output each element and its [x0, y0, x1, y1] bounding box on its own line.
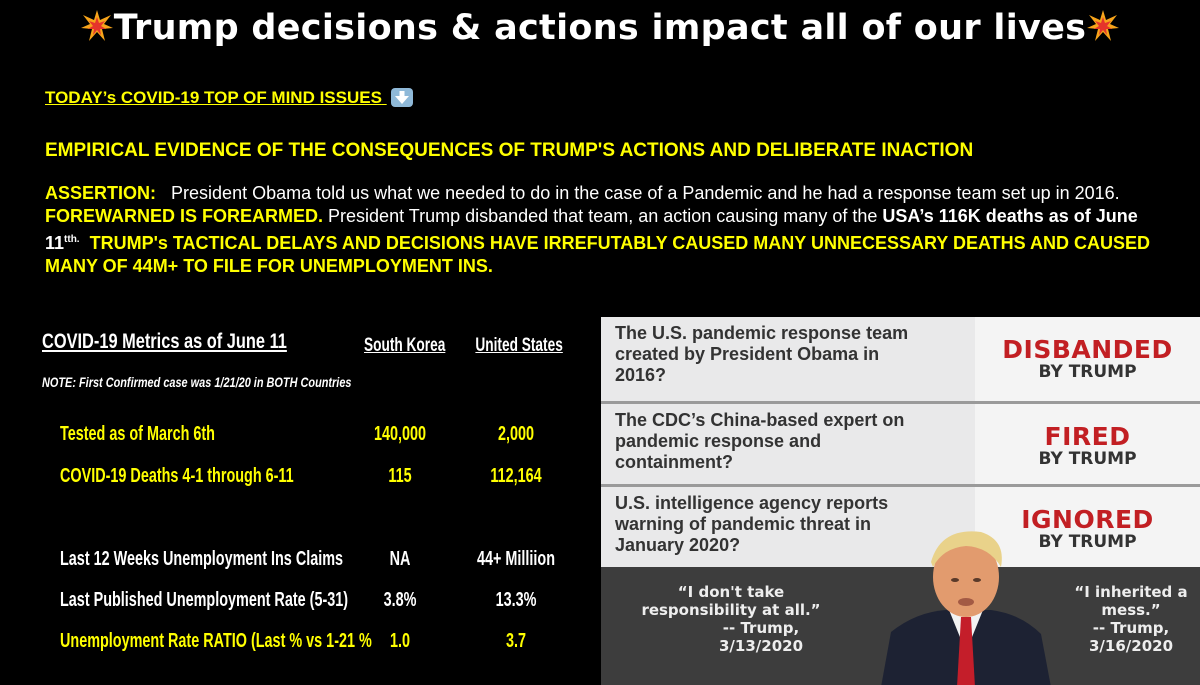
quote-date: 3/16/2020 — [1088, 637, 1174, 655]
divider — [601, 484, 1200, 487]
collision-icon — [1087, 10, 1120, 41]
answer-by: BY TRUMP — [1038, 532, 1137, 552]
graphic-answer: IGNORED BY TRUMP — [975, 487, 1200, 567]
graphic-question: The CDC’s China-based expert on pandemic… — [615, 410, 905, 472]
quote-attribution: -- Trump, — [1092, 619, 1170, 637]
quote-text: “I inherited a mess.” — [1074, 583, 1188, 619]
south-korea-value: 115 — [388, 465, 412, 487]
graphic-question: U.S. intelligence agency reports warning… — [615, 493, 889, 555]
united-states-value: 44+ Milliion — [476, 548, 556, 570]
table-row: COVID-19 Deaths 4-1 through 6-11 115 112… — [0, 465, 600, 493]
south-korea-value: NA — [389, 548, 411, 570]
answer-word: IGNORED — [1021, 505, 1154, 534]
assertion-text-2: President Trump disbanded that team, an … — [328, 206, 878, 226]
deaths-sup: tth. — [64, 234, 80, 245]
table-row: Last 12 Weeks Unemployment Ins Claims NA… — [0, 548, 600, 576]
divider — [601, 401, 1200, 404]
graphic-row: The CDC’s China-based expert on pandemic… — [601, 404, 1200, 484]
collision-icon — [80, 10, 113, 41]
answer-word: DISBANDED — [1002, 335, 1173, 364]
row-label: Last 12 Weeks Unemployment Ins Claims — [60, 548, 344, 570]
top-issues-text: TODAY’s COVID-19 TOP OF MIND ISSUES — [45, 88, 382, 107]
down-arrow-icon — [390, 88, 413, 107]
table-row: Tested as of March 6th 140,000 2,000 — [0, 423, 600, 451]
portrait-figure — [881, 531, 1051, 685]
south-korea-value: 140,000 — [373, 423, 427, 445]
quote-date: 3/13/2020 — [718, 637, 804, 655]
evidence-heading: EMPIRICAL EVIDENCE OF THE CONSEQUENCES O… — [45, 140, 974, 161]
table-row: Unemployment Rate RATIO (Last % vs 1-21 … — [0, 630, 600, 658]
graphic-row: U.S. intelligence agency reports warning… — [601, 487, 1200, 567]
graphic-question: The U.S. pandemic response team created … — [615, 323, 909, 385]
title-text: Trump decisions & actions impact all of … — [113, 8, 1087, 48]
graphic-row: The U.S. pandemic response team created … — [601, 317, 1200, 401]
assertion-paragraph: ASSERTION: President Obama told us what … — [45, 182, 1165, 278]
answer-word: FIRED — [1044, 422, 1131, 451]
south-korea-value: 1.0 — [389, 630, 411, 652]
quote-right: “I inherited a mess.” -- Trump, 3/16/202… — [1066, 583, 1196, 655]
united-states-value: 112,164 — [490, 465, 542, 487]
answer-by: BY TRUMP — [1038, 362, 1137, 382]
united-states-value: 3.7 — [505, 630, 527, 652]
metrics-table: COVID-19 Metrics as of June 11 South Kor… — [0, 330, 600, 685]
quote-attribution: -- Trump, — [722, 619, 800, 637]
table-row: Last Published Unemployment Rate (5-31) … — [0, 589, 600, 617]
graphic-answer: DISBANDED BY TRUMP — [975, 317, 1200, 401]
quote-text: “I don't take responsibility at all.” — [641, 583, 821, 619]
deaths-text: USA’s 116K deaths as of June 11 — [45, 206, 1138, 253]
south-korea-value: 3.8% — [383, 589, 417, 611]
assertion-caps: TRUMP's TACTICAL DELAYS AND DECISIONS HA… — [45, 233, 1150, 276]
united-states-value: 13.3% — [495, 589, 537, 611]
column-header-south-korea: South Korea — [364, 335, 446, 356]
top-issues-heading: TODAY’s COVID-19 TOP OF MIND ISSUES — [45, 88, 413, 108]
row-label: Last Published Unemployment Rate (5-31) — [60, 589, 349, 611]
quote-left: “I don't take responsibility at all.” --… — [621, 583, 841, 655]
graphic-answer: FIRED BY TRUMP — [975, 404, 1200, 484]
row-label: COVID-19 Deaths 4-1 through 6-11 — [60, 465, 294, 487]
assertion-label: ASSERTION: — [45, 183, 157, 203]
page-title: Trump decisions & actions impact all of … — [0, 8, 1200, 48]
united-states-value: 2,000 — [497, 423, 535, 445]
assertion-text-1: President Obama told us what we needed t… — [171, 183, 1120, 203]
answer-by: BY TRUMP — [1038, 449, 1137, 469]
row-label: Unemployment Rate RATIO (Last % vs 1-21 … — [60, 630, 372, 652]
column-header-united-states: United States — [475, 335, 563, 356]
forewarned-text: FOREWARNED IS FOREARMED. — [45, 206, 324, 226]
metrics-note: NOTE: First Confirmed case was 1/21/20 i… — [42, 374, 352, 390]
row-label: Tested as of March 6th — [60, 423, 215, 445]
trump-graphic-panel: The U.S. pandemic response team created … — [601, 317, 1200, 685]
metrics-heading: COVID-19 Metrics as of June 11 — [42, 330, 287, 353]
